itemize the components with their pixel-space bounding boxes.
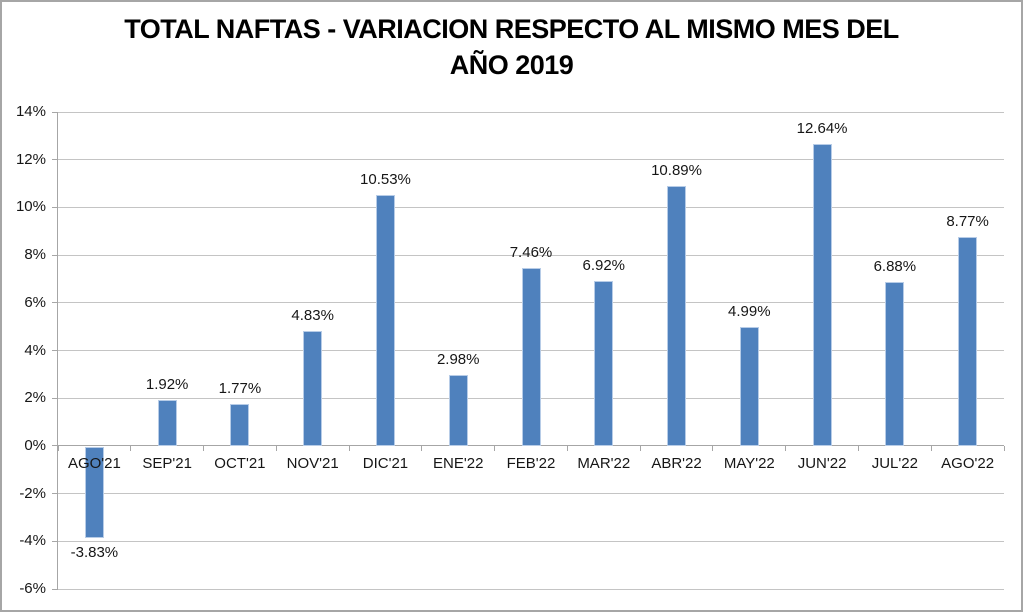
y-axis-tick	[52, 159, 58, 161]
gridline	[58, 159, 1004, 161]
x-axis-tick	[712, 445, 714, 451]
y-axis-label: -2%	[19, 484, 46, 502]
bar	[375, 194, 395, 446]
y-axis-tick	[52, 540, 58, 542]
x-axis-label: OCT'21	[214, 454, 266, 472]
gridline	[58, 493, 1004, 495]
y-axis-label: 12%	[15, 150, 46, 168]
x-axis-tick	[275, 445, 277, 451]
x-axis-tick	[930, 445, 932, 451]
data-label: 8.77%	[946, 212, 989, 230]
x-axis-tick	[348, 445, 350, 451]
y-axis-label: 0%	[24, 436, 46, 454]
x-axis-label: SEP'21	[142, 454, 192, 472]
y-axis-tick	[52, 350, 58, 351]
chart-title-line2: AÑO 2019	[449, 50, 574, 80]
x-axis-label: AGO'21	[67, 454, 121, 472]
y-axis-label: 6%	[24, 293, 46, 311]
y-axis-line	[57, 112, 58, 589]
y-axis-label: 2%	[24, 389, 46, 407]
gridline	[58, 588, 1004, 590]
bar	[958, 236, 978, 446]
x-axis-label: FEB'22	[506, 454, 556, 472]
data-label: 12.64%	[796, 120, 848, 138]
gridline	[58, 445, 1004, 447]
bar	[84, 446, 104, 539]
y-axis-label: -6%	[19, 580, 46, 597]
y-axis-tick	[52, 254, 58, 256]
data-label: 10.89%	[651, 162, 702, 180]
data-label: 6.88%	[873, 257, 917, 275]
data-label: -3.83%	[70, 544, 119, 562]
bar	[303, 330, 323, 446]
y-axis-tick	[52, 302, 58, 304]
y-axis-tick	[52, 588, 58, 590]
bar	[448, 374, 468, 446]
bar	[521, 267, 541, 446]
y-axis-tick	[52, 111, 58, 113]
x-axis-tick	[1003, 445, 1005, 451]
gridline	[58, 540, 1004, 542]
x-axis-tick	[57, 445, 59, 451]
bar	[594, 280, 614, 446]
x-axis-label: MAY'22	[723, 454, 775, 472]
gridline	[58, 254, 1004, 256]
x-axis-tick	[130, 445, 132, 451]
x-axis-label: JUL'22	[871, 454, 918, 472]
x-axis-label: DIC'21	[362, 454, 409, 472]
bar	[667, 186, 687, 446]
data-label: 6.92%	[582, 256, 626, 274]
bar	[885, 281, 905, 446]
bar	[230, 403, 250, 446]
data-label: 2.98%	[436, 350, 480, 368]
x-axis-tick	[857, 445, 859, 451]
x-axis-tick	[785, 445, 787, 451]
y-axis-label: 4%	[24, 341, 46, 359]
y-axis-label: 10%	[15, 198, 46, 216]
data-label: 7.46%	[509, 243, 553, 261]
x-axis-tick	[203, 445, 205, 451]
y-axis-label: 14%	[15, 103, 46, 120]
y-axis-label: 8%	[24, 246, 46, 264]
x-axis-label: NOV'21	[286, 454, 339, 472]
bar	[812, 144, 832, 446]
gridline	[58, 111, 1004, 113]
x-axis-tick	[421, 445, 423, 451]
x-axis-tick	[494, 445, 496, 451]
gridline	[58, 206, 1004, 208]
x-axis-tick	[639, 445, 641, 451]
y-axis-label: -4%	[19, 532, 46, 550]
x-axis-label: MAR'22	[577, 454, 631, 472]
y-axis-tick	[52, 493, 58, 495]
x-axis-tick	[566, 445, 568, 451]
y-axis-tick	[52, 397, 58, 399]
x-axis-label: ENE'22	[433, 454, 484, 472]
data-label: 10.53%	[360, 170, 411, 188]
x-axis-label: AGO'22	[941, 454, 995, 472]
chart-title-line1: TOTAL NAFTAS - VARIACION RESPECTO AL MIS…	[124, 14, 899, 44]
x-axis-label: ABR'22	[651, 454, 702, 472]
data-label: 1.92%	[145, 376, 189, 394]
bar	[157, 400, 177, 446]
data-label: 1.77%	[218, 379, 262, 397]
y-axis-tick	[52, 206, 58, 208]
data-label: 4.99%	[728, 302, 771, 320]
x-axis-label: JUN'22	[797, 454, 847, 472]
y-axis-tick	[52, 445, 58, 447]
chart-title: TOTAL NAFTAS - VARIACION RESPECTO AL MIS…	[2, 11, 1021, 83]
data-label: 4.83%	[291, 306, 334, 324]
bar	[739, 326, 759, 446]
